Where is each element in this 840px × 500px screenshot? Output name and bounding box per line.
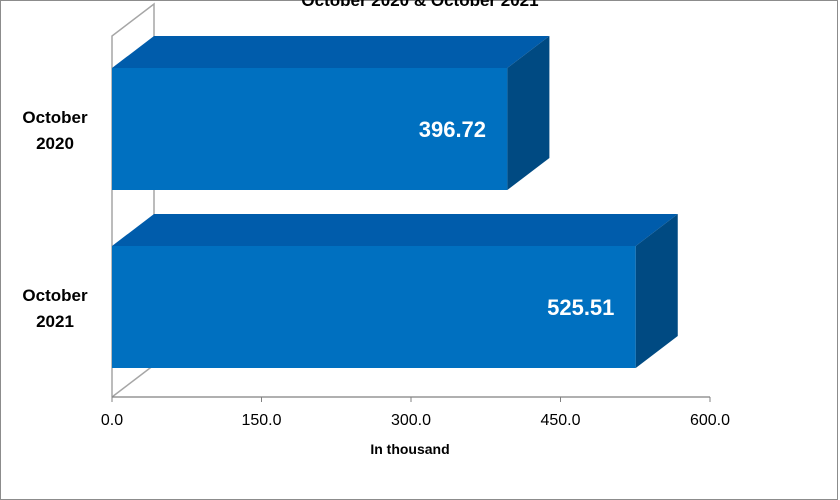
bar-top	[112, 214, 678, 246]
bar-side	[507, 36, 550, 190]
bars-group	[112, 36, 678, 368]
bar-front	[112, 68, 508, 190]
x-tick-label: 450.0	[540, 412, 580, 429]
bar-value-label: 396.72	[419, 117, 486, 142]
floor-edge	[111, 364, 155, 398]
bar-front	[112, 246, 636, 368]
bar-value-label: 525.51	[547, 295, 614, 320]
chart-title: October 2020 & October 2021	[301, 0, 538, 10]
labels-group: 0.0 150.0 300.0 450.0 600.0 396.72 October 2020…	[22, 108, 730, 429]
category-label: 2021	[36, 312, 74, 331]
category-label: 2020	[36, 134, 74, 153]
x-axis-title: In thousand	[370, 441, 449, 457]
x-tick-label: 600.0	[690, 412, 730, 429]
bar-chart: October 2020 & October 2021 0.0 150.0 300.…	[22, 0, 730, 457]
x-tick-label: 0.0	[101, 412, 123, 429]
bar-side	[635, 214, 678, 368]
bar-top	[112, 36, 550, 68]
category-label: October	[22, 108, 88, 127]
x-tick-label: 150.0	[241, 412, 281, 429]
category-label: October	[22, 286, 88, 305]
x-tick-label: 300.0	[391, 412, 431, 429]
